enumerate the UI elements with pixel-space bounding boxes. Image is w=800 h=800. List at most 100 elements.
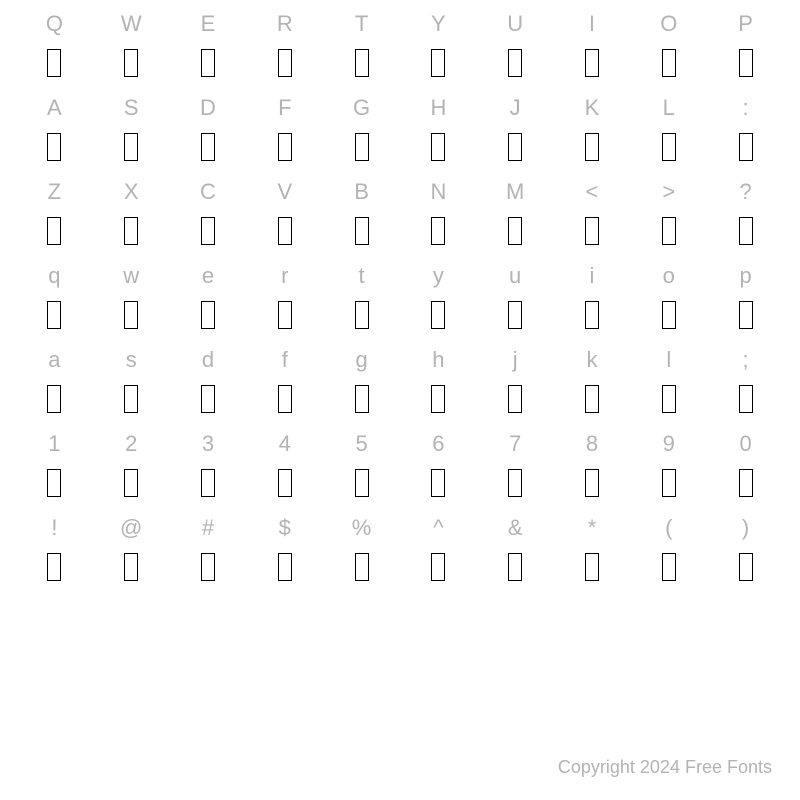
missing-glyph-icon [47,385,61,413]
glyph-cell [477,382,554,416]
glyph-cell [323,46,400,80]
missing-glyph-icon [278,385,292,413]
glyph-cell [323,466,400,500]
glyph-cell [554,382,631,416]
character-label: u [477,262,554,290]
missing-glyph-icon [585,133,599,161]
glyph-cell [93,214,170,248]
missing-glyph-icon [662,553,676,581]
missing-glyph-icon [739,469,753,497]
character-label: 9 [630,430,707,458]
missing-glyph-icon [47,469,61,497]
glyph-cell [93,130,170,164]
character-label: & [477,514,554,542]
character-label: 2 [93,430,170,458]
glyph-cell [16,550,93,584]
glyph-cell [16,46,93,80]
character-label: < [554,178,631,206]
character-label: ) [707,514,784,542]
glyph-cell [630,214,707,248]
glyph-cell [630,298,707,332]
missing-glyph-icon [585,49,599,77]
missing-glyph-icon [508,553,522,581]
character-label: @ [93,514,170,542]
glyph-cell [630,466,707,500]
glyph-cell [170,214,247,248]
missing-glyph-icon [47,217,61,245]
character-label: k [554,346,631,374]
character-label: $ [246,514,323,542]
character-label: r [246,262,323,290]
character-label: D [170,94,247,122]
missing-glyph-icon [278,217,292,245]
character-label-row: qwertyuiop [16,262,784,290]
missing-glyph-icon [124,301,138,329]
glyph-cell [170,466,247,500]
glyph-cell [477,130,554,164]
character-label: ; [707,346,784,374]
character-label: K [554,94,631,122]
glyph-cell [246,382,323,416]
glyph-cell [323,298,400,332]
character-label: 5 [323,430,400,458]
character-label: 3 [170,430,247,458]
missing-glyph-icon [739,385,753,413]
glyph-cell [707,382,784,416]
missing-glyph-icon [124,49,138,77]
glyph-cell [400,382,477,416]
character-label: F [246,94,323,122]
character-label: 6 [400,430,477,458]
missing-glyph-icon [278,469,292,497]
character-label: p [707,262,784,290]
glyph-cell [246,130,323,164]
character-label: J [477,94,554,122]
glyph-cell [170,46,247,80]
glyph-preview-row [16,214,784,248]
missing-glyph-icon [739,301,753,329]
missing-glyph-icon [278,133,292,161]
missing-glyph-icon [585,553,599,581]
missing-glyph-icon [431,469,445,497]
glyph-cell [554,466,631,500]
glyph-preview-row [16,130,784,164]
glyph-cell [554,130,631,164]
glyph-cell [246,466,323,500]
character-row-pair: QWERTYUIOP [16,10,784,80]
missing-glyph-icon [431,385,445,413]
glyph-cell [400,550,477,584]
glyph-cell [477,466,554,500]
character-label: O [630,10,707,38]
character-label: Q [16,10,93,38]
missing-glyph-icon [201,49,215,77]
missing-glyph-icon [662,133,676,161]
glyph-cell [323,214,400,248]
character-row-pair: ASDFGHJKL: [16,94,784,164]
character-label: X [93,178,170,206]
character-label: g [323,346,400,374]
glyph-cell [630,130,707,164]
missing-glyph-icon [124,217,138,245]
character-label: ? [707,178,784,206]
missing-glyph-icon [508,385,522,413]
glyph-cell [16,466,93,500]
missing-glyph-icon [124,133,138,161]
character-row-pair: asdfghjkl; [16,346,784,416]
glyph-cell [554,46,631,80]
glyph-cell [170,298,247,332]
glyph-cell [400,466,477,500]
glyph-cell [16,298,93,332]
character-label-row: !@#$%^&*() [16,514,784,542]
character-label: f [246,346,323,374]
missing-glyph-icon [739,49,753,77]
character-label-row: ASDFGHJKL: [16,94,784,122]
glyph-cell [554,550,631,584]
glyph-cell [93,298,170,332]
character-label: I [554,10,631,38]
character-label: : [707,94,784,122]
missing-glyph-icon [124,553,138,581]
missing-glyph-icon [355,133,369,161]
missing-glyph-icon [662,217,676,245]
missing-glyph-icon [47,133,61,161]
missing-glyph-icon [585,217,599,245]
character-row-pair: ZXCVBNM<>? [16,178,784,248]
